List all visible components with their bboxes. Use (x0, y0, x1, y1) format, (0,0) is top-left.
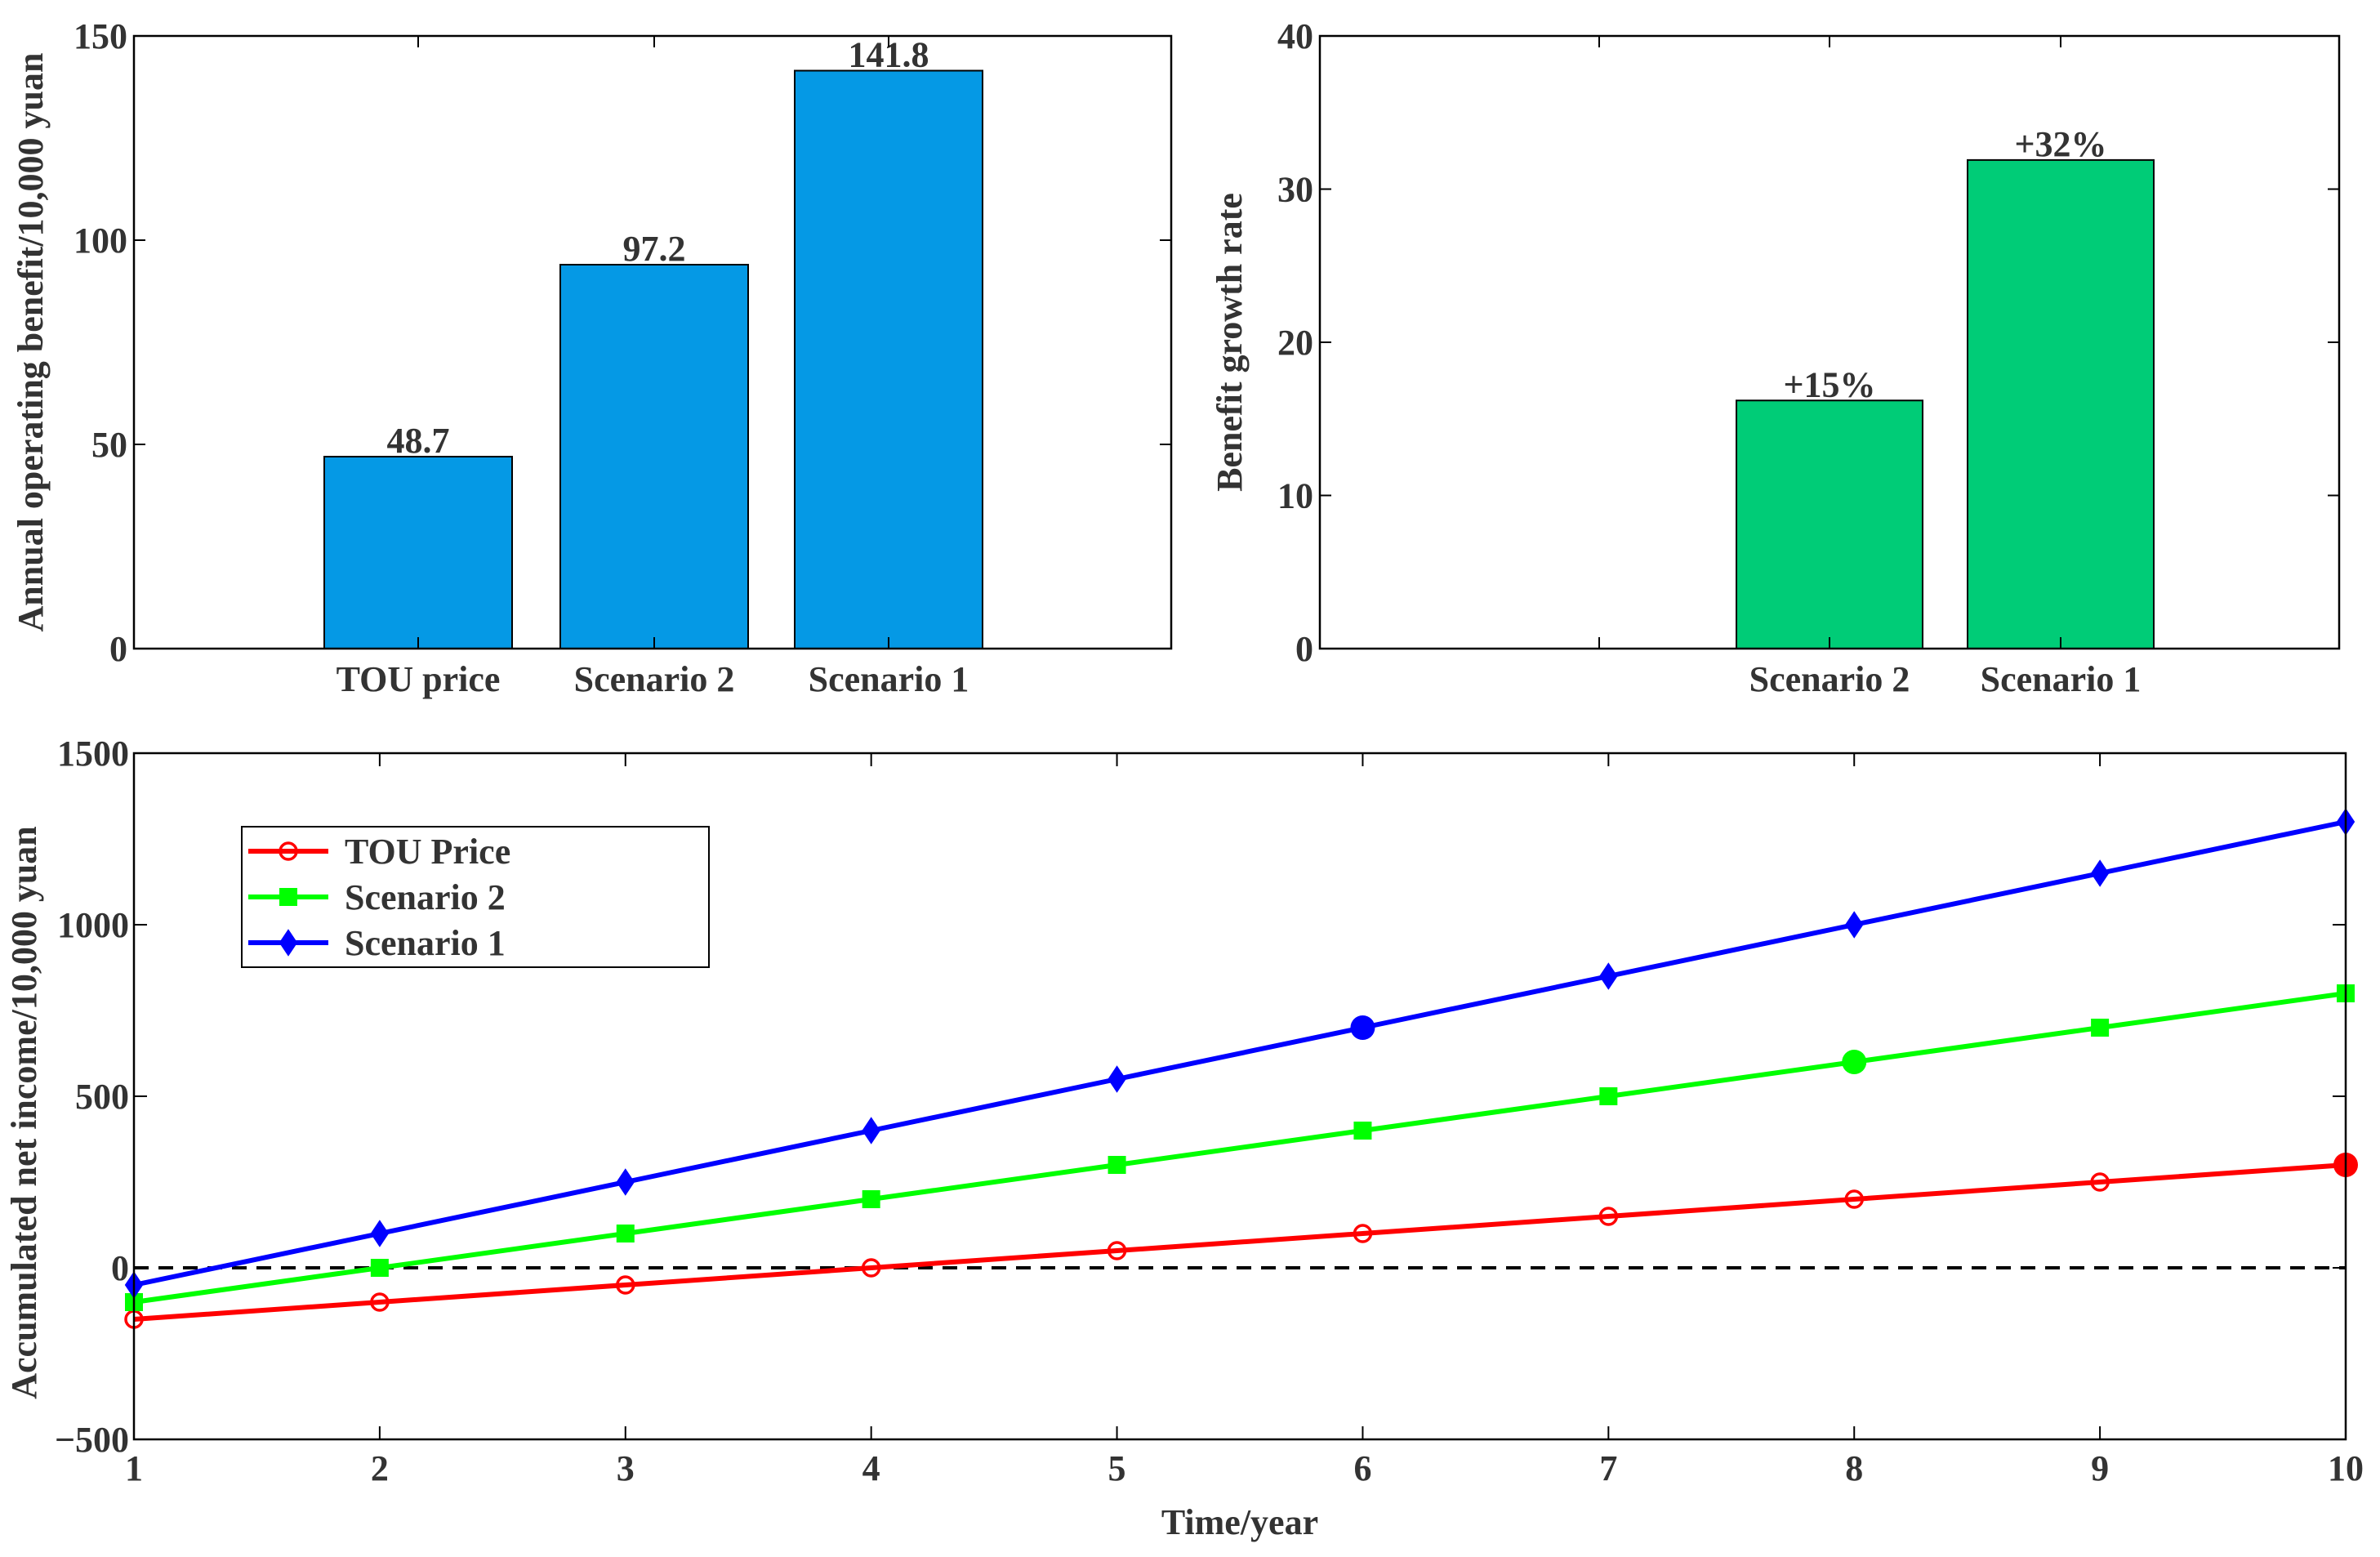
y-tick-label: 50 (91, 425, 127, 465)
legend: TOU Price Scenario 2 Scenario 1 (241, 826, 710, 968)
data-point (862, 1190, 880, 1208)
legend-marker (279, 888, 297, 906)
series-line (133, 991, 2347, 1305)
y-axis-label: Accumulated net income/10,000 yuan (4, 826, 44, 1399)
y-tick-label: 1500 (57, 734, 129, 774)
x-tick-label: 4 (862, 1448, 880, 1488)
x-tick-label: Scenario 1 (1981, 659, 2142, 699)
data-point (370, 1292, 390, 1312)
y-axis-label: Benefit growth rate (1210, 193, 1250, 492)
data-point (616, 1168, 635, 1196)
data-point (1844, 1189, 1864, 1209)
y-axis-label: Annual operating benefit/10,000 yuan (11, 53, 51, 632)
data-point (1353, 1122, 1372, 1140)
data-point (1599, 962, 1618, 990)
legend-marker (279, 841, 298, 861)
data-point (1598, 1207, 1619, 1226)
legend-label: Scenario 1 (345, 923, 506, 963)
x-tick-label: TOU price (336, 659, 501, 699)
x-tick-label: 8 (1845, 1448, 1863, 1488)
bar-3 (794, 69, 983, 649)
line-chart-accumulated-income: 1 2 3 4 5 6 7 8 9 10 −500 0 500 1000 1500 TOU Price Scen… (4, 734, 2364, 1542)
y-tick-label: 1000 (57, 905, 129, 945)
x-tick-label: 2 (371, 1448, 389, 1488)
y-tick-label: −500 (55, 1420, 129, 1460)
y-tick-label: 100 (74, 221, 127, 261)
data-point (2091, 1019, 2110, 1037)
y-tick-label: 30 (1277, 170, 1313, 210)
data-label-1: 48.7 (387, 421, 450, 461)
y-tick-label: 20 (1277, 323, 1313, 363)
highlight-point (1842, 1050, 1867, 1074)
bar-2 (1736, 399, 1923, 649)
series-tou-price (124, 1153, 2358, 1329)
y-tick-label: 0 (109, 629, 127, 669)
bar-1 (323, 456, 513, 649)
data-point (2090, 859, 2110, 887)
data-label-2: 97.2 (623, 229, 686, 269)
data-point (862, 1117, 880, 1144)
x-axis-label: Time/year (1161, 1502, 1318, 1542)
data-point (616, 1225, 635, 1242)
plot-frame (132, 34, 1173, 650)
data-point (1107, 1241, 1127, 1260)
series-scenario-2 (125, 984, 2355, 1311)
y-tick-label: 10 (1277, 476, 1313, 516)
x-tick-label: 10 (2328, 1448, 2364, 1488)
y-tick-label: 0 (111, 1248, 129, 1288)
data-point (616, 1275, 635, 1295)
plot-frame (1318, 34, 2341, 650)
data-point (861, 1258, 881, 1278)
x-tick-label: 9 (2091, 1448, 2109, 1488)
data-point (2090, 1172, 2110, 1192)
x-tick-label: 6 (1353, 1448, 1371, 1488)
data-point (1599, 1087, 1618, 1105)
legend-label: TOU Price (345, 832, 510, 872)
data-point (1353, 1224, 1373, 1243)
legend-marker (279, 929, 298, 957)
bar-3 (1967, 158, 2155, 649)
y-tick-label: 150 (74, 16, 127, 56)
series-scenario-1 (124, 808, 2355, 1299)
data-label-2: +15% (1783, 364, 1875, 404)
x-tick-label: 7 (1599, 1448, 1617, 1488)
x-tick-label: 5 (1108, 1448, 1126, 1488)
highlight-point (1350, 1015, 1375, 1040)
x-tick-label: Scenario 2 (574, 659, 735, 699)
data-point (1108, 1065, 1126, 1093)
legend-label: Scenario 2 (345, 877, 506, 917)
bar-chart-growth-rate: +15% +32% Scenario 2 Scenario 1 0 10 20 30 40 Ben… (1210, 16, 2341, 699)
series-line (133, 1162, 2347, 1322)
x-tick-label: Scenario 2 (1749, 659, 1910, 699)
data-point (1845, 911, 1864, 939)
series-line (133, 819, 2347, 1287)
bar-2 (559, 264, 749, 649)
x-tick-label: 1 (125, 1448, 143, 1488)
x-tick-label: 3 (617, 1448, 635, 1488)
y-tick-label: 500 (75, 1077, 129, 1117)
plot-frame (132, 752, 2347, 1441)
data-point (1108, 1156, 1126, 1174)
data-label-3: +32% (2014, 124, 2106, 164)
data-point (370, 1220, 390, 1247)
y-tick-label: 0 (1295, 629, 1313, 669)
y-tick-label: 40 (1277, 16, 1313, 56)
data-point (370, 1259, 389, 1277)
x-tick-label: Scenario 1 (809, 659, 969, 699)
